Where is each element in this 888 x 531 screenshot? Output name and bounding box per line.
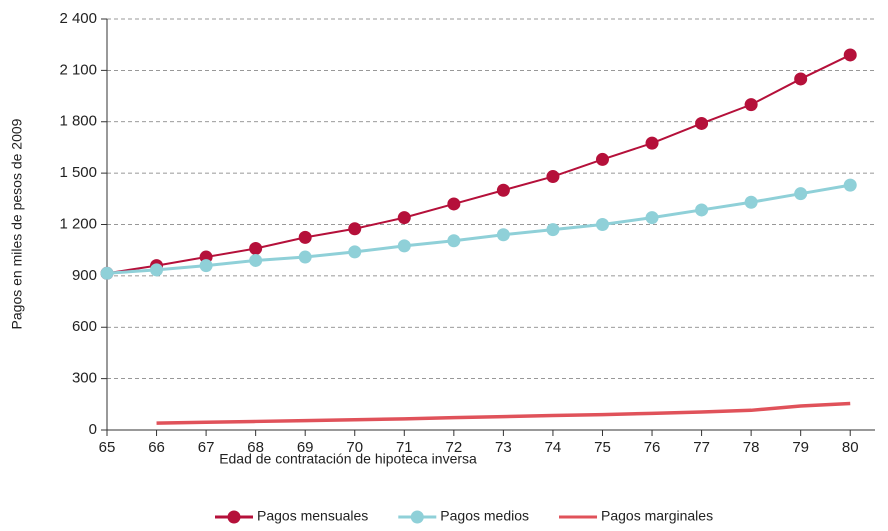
data-point	[595, 152, 609, 166]
y-tick-label: 1 500	[59, 164, 97, 181]
x-tick-label: 76	[644, 439, 661, 456]
y-tick-label: 0	[89, 421, 97, 438]
data-point	[348, 222, 362, 236]
x-tick-label: 74	[545, 439, 562, 456]
data-point	[298, 250, 312, 264]
data-point	[397, 211, 411, 225]
y-tick-label: 1 800	[59, 113, 97, 130]
legend-label: Pagos marginales	[601, 508, 713, 524]
data-point	[298, 230, 312, 244]
data-point	[695, 203, 709, 217]
x-tick-label: 65	[99, 439, 116, 456]
data-point	[496, 183, 510, 197]
data-point	[794, 72, 808, 86]
y-tick-label: 300	[72, 370, 97, 387]
data-point	[645, 136, 659, 150]
data-point	[447, 197, 461, 211]
x-tick-label: 67	[198, 439, 215, 456]
data-point	[249, 241, 263, 255]
x-tick-label: 70	[346, 439, 363, 456]
y-tick-label: 2 400	[59, 10, 97, 27]
x-tick-label: 78	[743, 439, 760, 456]
y-axis-label: Pagos en miles de pesos de 2009	[9, 118, 25, 329]
y-tick-label: 2 100	[59, 61, 97, 78]
series-line	[106, 183, 851, 275]
y-tick-label: 600	[72, 318, 97, 335]
legend-marker	[410, 510, 424, 524]
x-tick-label: 69	[297, 439, 314, 456]
legend-label: Pagos mensuales	[257, 508, 368, 524]
legend-label: Pagos medios	[440, 508, 529, 524]
data-point	[843, 178, 857, 192]
data-point	[348, 245, 362, 259]
data-point	[100, 266, 114, 280]
x-tick-label: 80	[842, 439, 859, 456]
data-point	[744, 195, 758, 209]
data-point	[744, 98, 758, 112]
data-point	[249, 253, 263, 267]
data-point	[496, 228, 510, 242]
x-tick-label: 75	[594, 439, 611, 456]
data-point	[645, 211, 659, 225]
y-tick-label: 900	[72, 267, 97, 284]
x-tick-label: 73	[495, 439, 512, 456]
x-axis-label: Edad de contratación de hipoteca inversa	[219, 451, 477, 467]
legend-marker	[227, 510, 241, 524]
data-point	[546, 223, 560, 237]
data-point	[447, 234, 461, 248]
data-point	[397, 239, 411, 253]
data-point	[843, 48, 857, 62]
series-line	[156, 401, 851, 425]
data-point	[150, 263, 164, 277]
data-point	[695, 116, 709, 130]
x-tick-label: 71	[396, 439, 413, 456]
x-tick-label: 66	[148, 439, 165, 456]
x-tick-label: 72	[445, 439, 462, 456]
data-point	[199, 259, 213, 273]
data-point	[546, 170, 560, 184]
data-point	[794, 187, 808, 201]
x-tick-label: 77	[693, 439, 710, 456]
x-tick-label: 79	[792, 439, 809, 456]
y-tick-label: 1 200	[59, 215, 97, 232]
data-point	[595, 218, 609, 231]
series-line	[106, 54, 851, 275]
x-tick-label: 68	[247, 439, 264, 456]
